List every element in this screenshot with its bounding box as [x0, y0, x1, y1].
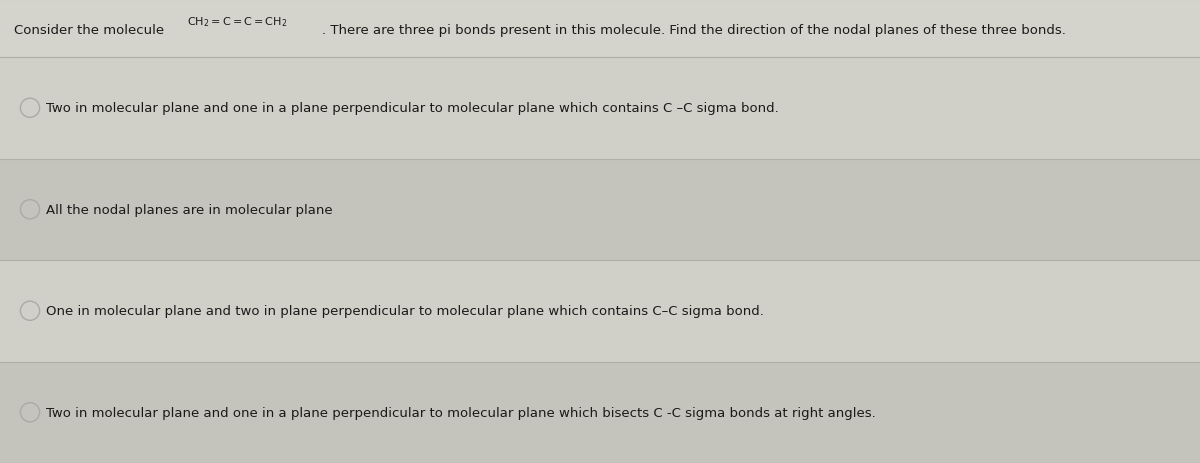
Text: All the nodal planes are in molecular plane: All the nodal planes are in molecular pl…	[46, 203, 332, 216]
Text: $\mathdefault{CH_2{=}C{=}C{=}CH_2}$: $\mathdefault{CH_2{=}C{=}C{=}CH_2}$	[187, 15, 288, 29]
Text: Consider the molecule: Consider the molecule	[14, 24, 169, 37]
FancyBboxPatch shape	[0, 0, 1200, 58]
FancyBboxPatch shape	[0, 362, 1200, 463]
Text: Two in molecular plane and one in a plane perpendicular to molecular plane which: Two in molecular plane and one in a plan…	[46, 406, 875, 419]
FancyBboxPatch shape	[0, 58, 1200, 159]
FancyBboxPatch shape	[0, 260, 1200, 362]
Text: One in molecular plane and two in plane perpendicular to molecular plane which c: One in molecular plane and two in plane …	[46, 305, 763, 318]
Text: . There are three pi bonds present in this molecule. Find the direction of the n: . There are three pi bonds present in th…	[322, 24, 1066, 37]
FancyBboxPatch shape	[0, 159, 1200, 260]
Text: Two in molecular plane and one in a plane perpendicular to molecular plane which: Two in molecular plane and one in a plan…	[46, 102, 779, 115]
